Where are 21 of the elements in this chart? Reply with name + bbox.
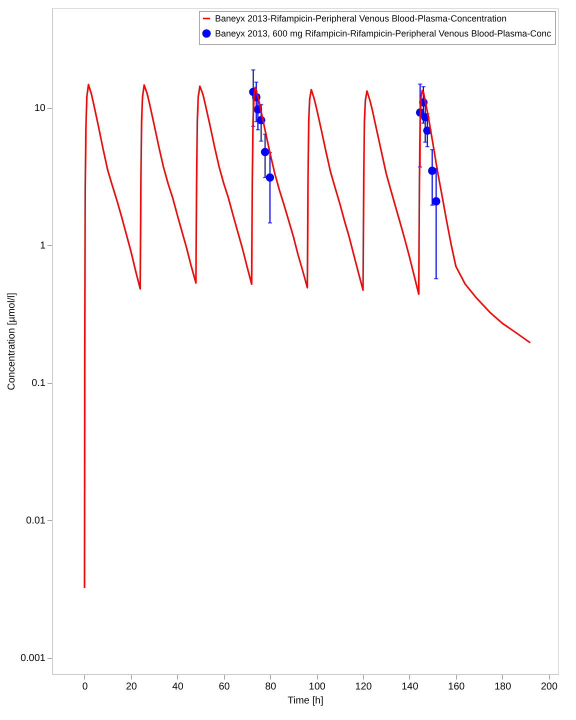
x-tick-label: 140	[402, 682, 419, 692]
x-tick-label: 20	[126, 682, 138, 692]
line-series	[84, 84, 531, 589]
x-tick-label: 0	[82, 682, 88, 692]
x-tick-label: 40	[172, 682, 184, 692]
y-tick-label: 1	[40, 240, 46, 252]
y-tick-label: 0.01	[26, 516, 46, 527]
y-axis-title: Concentration [µmol/l]	[6, 292, 18, 390]
x-tick-label: 200	[540, 682, 558, 692]
y-tick-label: 0.001	[20, 653, 46, 664]
legend-label: Baneyx 2013, 600 mg Rifampicin-Rifampicin-Peripheral Venous Blood-Plasma-Conc	[215, 28, 552, 38]
x-tick-label: 180	[494, 682, 512, 692]
x-tick-label: 60	[218, 682, 230, 692]
x-tick-label: 160	[448, 682, 466, 692]
x-axis-title: Time [h]	[288, 696, 324, 706]
y-tick-label: 10	[34, 103, 46, 114]
y-tick-label: 0.1	[32, 378, 46, 390]
legend-label: Baneyx 2013-Rifampicin-Peripheral Venous Blood-Plasma-Concentration	[215, 14, 507, 24]
x-tick-label: 120	[355, 682, 372, 692]
x-tick-label: 100	[308, 682, 326, 692]
x-tick-label: 80	[265, 682, 277, 692]
